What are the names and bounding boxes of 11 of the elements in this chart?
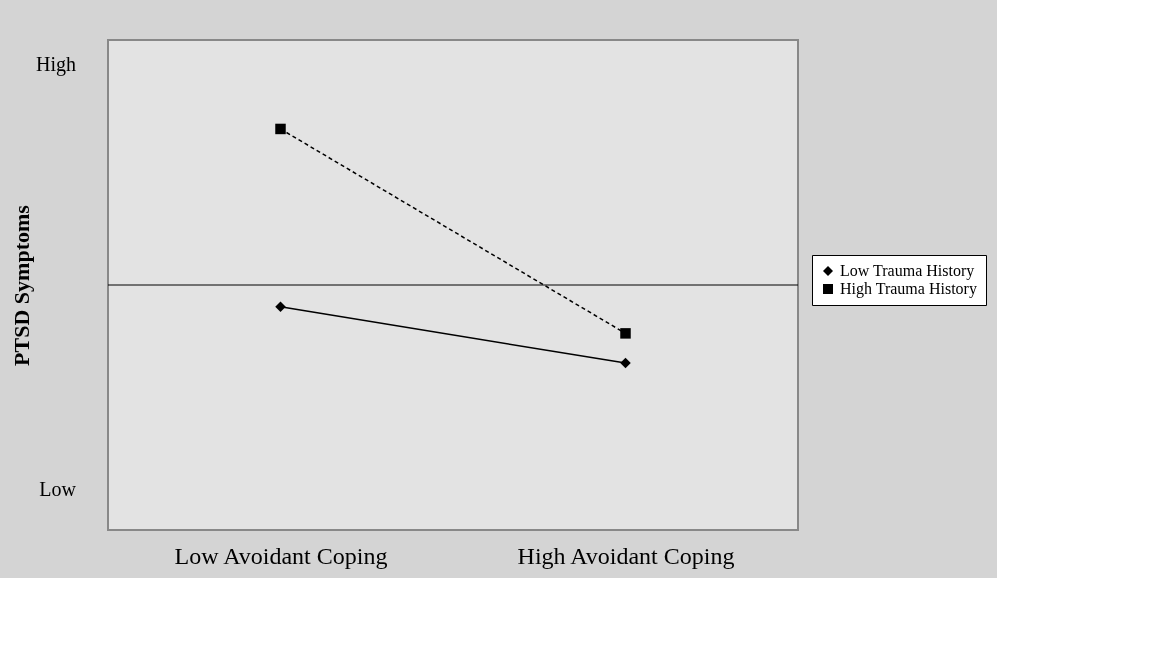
x-tick-label: Low Avoidant Coping [174, 542, 388, 569]
x-tick-label: High Avoidant Coping [517, 542, 735, 569]
point [620, 328, 631, 339]
y-axis-title: PTSD Symptoms [8, 204, 34, 366]
legend-label: High Trauma History [840, 280, 977, 298]
legend-label: Low Trauma History [840, 262, 975, 280]
point [620, 357, 631, 369]
point [275, 301, 286, 313]
point [275, 123, 286, 135]
text: Low [39, 478, 77, 500]
text: High [36, 53, 76, 76]
